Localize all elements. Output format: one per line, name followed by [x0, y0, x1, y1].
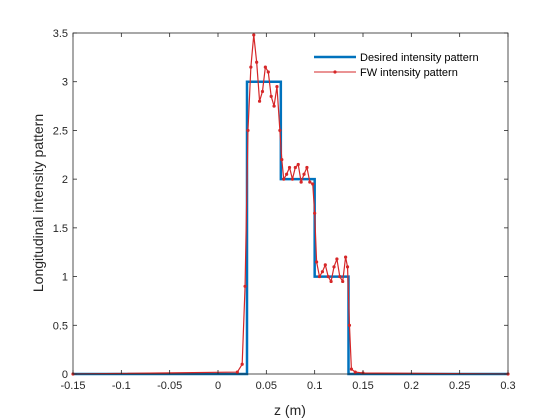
data-point: [263, 65, 267, 69]
data-point: [240, 362, 244, 366]
y-tick-label: 3.5: [53, 28, 68, 40]
y-tick-label: 0.5: [53, 320, 68, 332]
x-tick-label: 0.15: [352, 380, 373, 392]
y-axis-title: Longitudinal intensity pattern: [30, 114, 46, 292]
x-tick-label: 0.1: [307, 380, 322, 392]
data-point: [353, 370, 357, 374]
data-point: [347, 323, 352, 327]
data-point: [299, 180, 303, 184]
data-point: [317, 274, 322, 279]
x-tick-label: -0.15: [60, 380, 85, 392]
data-point: [349, 367, 353, 371]
legend-label-desired: Desired intensity pattern: [360, 52, 479, 64]
data-point: [246, 128, 250, 133]
data-point: [260, 89, 265, 94]
data-point: [344, 255, 348, 259]
data-point: [285, 172, 289, 176]
data-point: [287, 165, 292, 170]
legend-label-fw: FW intensity pattern: [360, 67, 458, 79]
plot-area: [73, 33, 508, 374]
y-tick-label: 1.5: [53, 223, 68, 235]
data-point: [345, 265, 350, 269]
data-point: [323, 263, 327, 267]
data-point: [296, 162, 300, 167]
x-tick-label: 0.05: [256, 380, 277, 392]
legend: Desired intensity pattern FW intensity p…: [308, 43, 500, 85]
y-tick-label: 0: [62, 369, 68, 381]
x-tick-label: 0.3: [500, 380, 515, 392]
data-point: [272, 104, 276, 108]
x-tick-label: -0.1: [112, 380, 131, 392]
y-tick-label: 2.5: [53, 125, 68, 137]
data-point: [257, 99, 262, 103]
x-axis-title: z (m): [274, 402, 306, 418]
data-point: [315, 260, 319, 264]
legend-box: [308, 43, 500, 85]
data-point: [275, 84, 279, 89]
data-point: [266, 70, 270, 74]
data-point: [235, 370, 239, 374]
data-point: [332, 265, 336, 269]
data-point: [320, 270, 324, 274]
data-point: [308, 180, 312, 184]
y-tick-label: 3: [62, 77, 68, 89]
data-point: [311, 182, 315, 186]
data-point: [293, 165, 297, 170]
data-point: [335, 257, 339, 261]
data-point: [338, 274, 342, 279]
series-layer: [71, 33, 510, 376]
data-point: [282, 177, 286, 181]
data-point: [290, 177, 295, 181]
series-line-fw: [72, 34, 509, 375]
data-point: [249, 65, 253, 69]
data-point: [313, 211, 317, 215]
data-point: [252, 33, 256, 37]
tick-labels: -0.15 -0.1 -0.05 0 0.05 0.1 0.15 0.2 0.25 0.3 0 0.5…: [53, 28, 516, 392]
axes: [72, 32, 509, 375]
plot-background: [73, 33, 508, 374]
legend-marker-fw: [333, 70, 337, 74]
x-tick-label: 0.25: [449, 380, 470, 392]
data-point: [341, 279, 345, 284]
data-point: [278, 128, 282, 133]
x-tick-label: 0: [215, 380, 221, 392]
data-point: [269, 94, 273, 98]
data-point: [329, 279, 333, 284]
data-point: [305, 165, 309, 170]
data-point: [243, 284, 247, 288]
axes-box: [72, 32, 509, 375]
data-point: [255, 60, 259, 64]
y-tick-label: 1: [62, 272, 68, 284]
data-point: [280, 158, 284, 162]
x-tick-label: -0.05: [157, 380, 182, 392]
y-tick-label: 2: [62, 174, 68, 186]
data-point: [326, 274, 330, 279]
x-tick-label: 0.2: [404, 380, 419, 392]
data-point: [302, 172, 306, 176]
